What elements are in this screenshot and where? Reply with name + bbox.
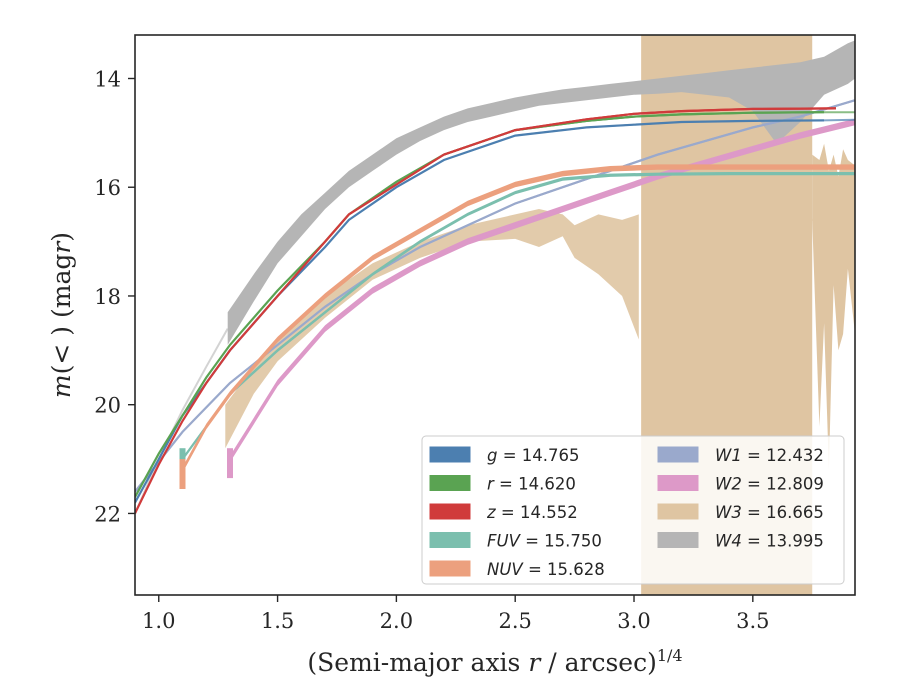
plot-frame	[134, 34, 856, 596]
legend-entry: W1 = 12.432	[657, 446, 824, 465]
legend-swatch	[657, 475, 699, 491]
legend-label: r = 14.620	[487, 475, 576, 494]
legend-label: W1 = 12.432	[715, 446, 824, 465]
legend-swatch	[429, 560, 471, 577]
legend-entry: NUV = 15.628	[429, 560, 605, 579]
y-tick-label: 20	[94, 394, 121, 418]
legend-label: z = 14.552	[486, 503, 578, 522]
x-axis-label: (Semi-major axis r / arcsec)1/4	[307, 646, 682, 677]
labels-layer: (Semi-major axis r / arcsec)1/4 m(< ) (ma…	[47, 232, 683, 677]
w4-tail	[135, 328, 229, 514]
line-nuv	[181, 166, 855, 471]
legend-swatch	[429, 503, 471, 520]
y-tick-label: 18	[94, 285, 121, 309]
legend-label: W4 = 13.995	[715, 532, 824, 551]
y-axis-label: m(< ) (magr)	[47, 232, 76, 398]
series-nuv	[179, 164, 855, 489]
legend-swatch	[657, 503, 699, 520]
x-tick-label: 3.0	[617, 609, 650, 633]
w4-band	[227, 40, 855, 345]
legend-swatch	[657, 532, 699, 548]
legend-entry: FUV = 15.750	[429, 532, 602, 551]
series-r	[135, 111, 855, 499]
legend-label: NUV = 15.628	[487, 560, 605, 579]
legend-entry: g = 14.765	[429, 446, 580, 465]
y-tick-label: 22	[94, 502, 121, 526]
w3-band-right	[812, 143, 855, 470]
legend-label: W3 = 16.665	[715, 503, 824, 522]
tail-g	[824, 118, 855, 122]
legend-entry: W3 = 16.665	[657, 503, 824, 522]
legend-swatch	[429, 532, 471, 548]
legend: g = 14.765 r = 14.620 z = 14.552 FUV = 15.7…	[421, 435, 845, 585]
legend-label: g = 14.765	[487, 446, 580, 465]
legend-label: W2 = 12.809	[715, 475, 824, 494]
line-r	[135, 111, 825, 498]
x-tick-label: 2.0	[380, 609, 413, 633]
series-w4	[135, 40, 855, 514]
x-tick-label: 2.5	[498, 609, 531, 633]
y-tick-label: 16	[94, 176, 121, 200]
x-tick-label: 3.5	[736, 609, 769, 633]
line-w2	[229, 120, 855, 460]
line-z	[135, 107, 837, 514]
y-tick-label: 14	[94, 67, 121, 91]
legend-swatch	[429, 475, 471, 491]
x-tick-label: 1.5	[261, 609, 294, 633]
legend-swatch	[657, 446, 699, 463]
legend-entry: r = 14.620	[429, 475, 576, 494]
x-tick-label: 1.0	[142, 609, 175, 633]
ticks-layer: 1.0 1.5 2.0 2.5 3.0 3.5 14 16 18 20 22	[94, 67, 769, 633]
series-g	[135, 118, 855, 504]
series-z	[135, 107, 837, 515]
legend-entry: W4 = 13.995	[657, 532, 824, 551]
line-g	[135, 119, 825, 504]
w3-band-left	[225, 209, 639, 449]
legend-box	[421, 435, 845, 585]
legend-swatch	[429, 446, 471, 463]
legend-entry: W2 = 12.809	[657, 475, 824, 494]
series-w2	[227, 118, 855, 479]
legend-entry: z = 14.552	[429, 503, 578, 522]
legend-label: FUV = 15.750	[487, 532, 602, 551]
